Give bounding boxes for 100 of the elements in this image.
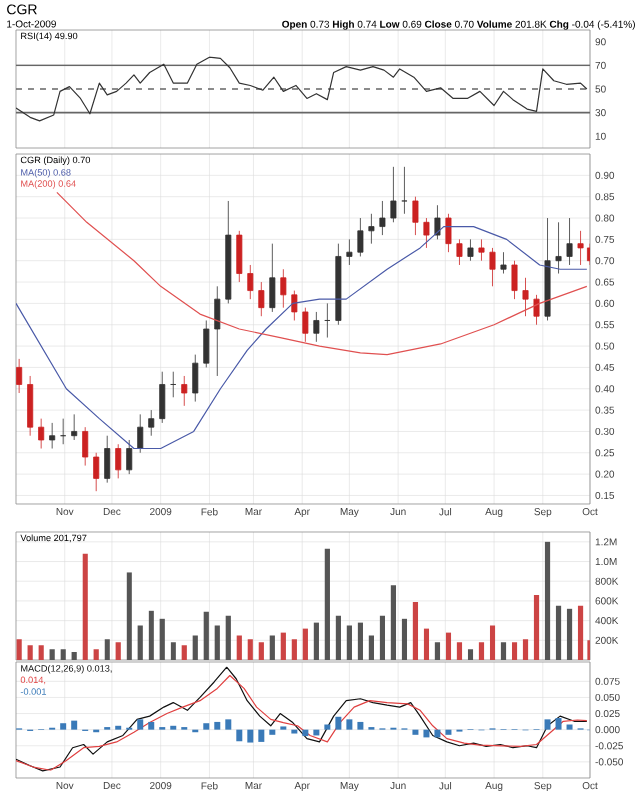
bar bbox=[566, 724, 573, 730]
bar bbox=[467, 649, 474, 660]
candlestick bbox=[511, 260, 518, 300]
bar bbox=[335, 615, 341, 660]
bar bbox=[412, 729, 419, 735]
candlestick bbox=[27, 375, 34, 437]
candlestick bbox=[412, 196, 419, 236]
candlestick bbox=[324, 303, 331, 338]
candlestick bbox=[181, 375, 188, 407]
candlestick bbox=[280, 268, 287, 309]
candlestick bbox=[445, 213, 452, 253]
bar bbox=[412, 601, 419, 660]
candlestick bbox=[137, 413, 144, 454]
candlestick bbox=[390, 166, 397, 223]
bar bbox=[236, 729, 243, 742]
bar bbox=[379, 615, 386, 660]
candlestick bbox=[203, 320, 210, 368]
bar bbox=[280, 632, 286, 660]
bar bbox=[115, 642, 121, 660]
bar bbox=[60, 649, 66, 660]
candlestick bbox=[225, 200, 232, 304]
candlestick bbox=[60, 418, 67, 445]
bar bbox=[225, 615, 231, 660]
candlestick bbox=[247, 264, 254, 300]
candlestick bbox=[16, 358, 23, 394]
bar bbox=[159, 618, 165, 660]
bar bbox=[236, 635, 242, 660]
bar bbox=[203, 611, 209, 660]
candlestick bbox=[170, 371, 177, 398]
candlestick bbox=[357, 217, 364, 257]
bar bbox=[192, 635, 198, 660]
bar bbox=[93, 649, 99, 660]
candlestick bbox=[192, 354, 199, 402]
bar bbox=[269, 635, 275, 660]
bar bbox=[247, 729, 254, 743]
candlestick bbox=[313, 311, 320, 343]
candlestick bbox=[269, 243, 276, 313]
bar bbox=[478, 642, 485, 660]
bar bbox=[71, 652, 77, 660]
bar bbox=[401, 618, 408, 660]
candlestick bbox=[456, 238, 463, 266]
bar bbox=[49, 649, 55, 660]
bar bbox=[258, 729, 265, 742]
bar bbox=[423, 628, 430, 660]
bar bbox=[27, 645, 33, 660]
bar bbox=[544, 541, 551, 660]
candlestick bbox=[49, 422, 56, 449]
bar bbox=[324, 548, 330, 660]
line-series bbox=[16, 225, 588, 450]
bar bbox=[346, 625, 352, 660]
bar bbox=[390, 585, 397, 660]
bar bbox=[214, 721, 221, 730]
bar bbox=[555, 605, 562, 660]
bar bbox=[181, 645, 187, 660]
bar bbox=[291, 639, 297, 660]
candlestick bbox=[126, 439, 133, 475]
bar bbox=[71, 720, 78, 730]
bar bbox=[555, 718, 562, 730]
bar bbox=[566, 608, 573, 660]
candlestick bbox=[522, 277, 529, 317]
candlestick bbox=[148, 409, 155, 437]
bar bbox=[170, 642, 176, 660]
candlestick bbox=[467, 238, 474, 262]
bar bbox=[60, 723, 67, 730]
bar bbox=[445, 632, 452, 660]
bar bbox=[500, 642, 507, 660]
bar bbox=[522, 639, 529, 660]
bar bbox=[16, 639, 22, 660]
bar bbox=[544, 719, 551, 730]
bar bbox=[489, 625, 496, 660]
candlestick bbox=[489, 247, 496, 287]
bar bbox=[148, 721, 155, 730]
candlestick bbox=[500, 251, 507, 274]
candlestick bbox=[379, 200, 386, 236]
bar bbox=[38, 645, 44, 660]
bar bbox=[137, 719, 144, 730]
candlestick bbox=[335, 243, 342, 326]
candlestick bbox=[533, 294, 540, 326]
candlestick bbox=[401, 166, 408, 215]
candlestick bbox=[236, 230, 243, 283]
bar bbox=[302, 628, 308, 660]
bar bbox=[214, 625, 220, 660]
candlestick bbox=[104, 435, 111, 484]
candlestick bbox=[368, 213, 375, 245]
candlestick bbox=[82, 426, 89, 466]
candlestick bbox=[258, 281, 265, 317]
bar bbox=[148, 610, 154, 660]
candlestick bbox=[566, 217, 573, 266]
candlestick bbox=[544, 217, 551, 321]
bar bbox=[302, 729, 309, 737]
line-series bbox=[16, 56, 588, 122]
bar bbox=[456, 642, 463, 660]
bar bbox=[258, 642, 264, 660]
bar bbox=[357, 721, 364, 730]
bar bbox=[82, 553, 88, 660]
bar bbox=[511, 642, 518, 660]
bar bbox=[126, 572, 132, 660]
bar bbox=[577, 605, 584, 660]
bar bbox=[137, 625, 143, 660]
candlestick bbox=[555, 221, 562, 274]
